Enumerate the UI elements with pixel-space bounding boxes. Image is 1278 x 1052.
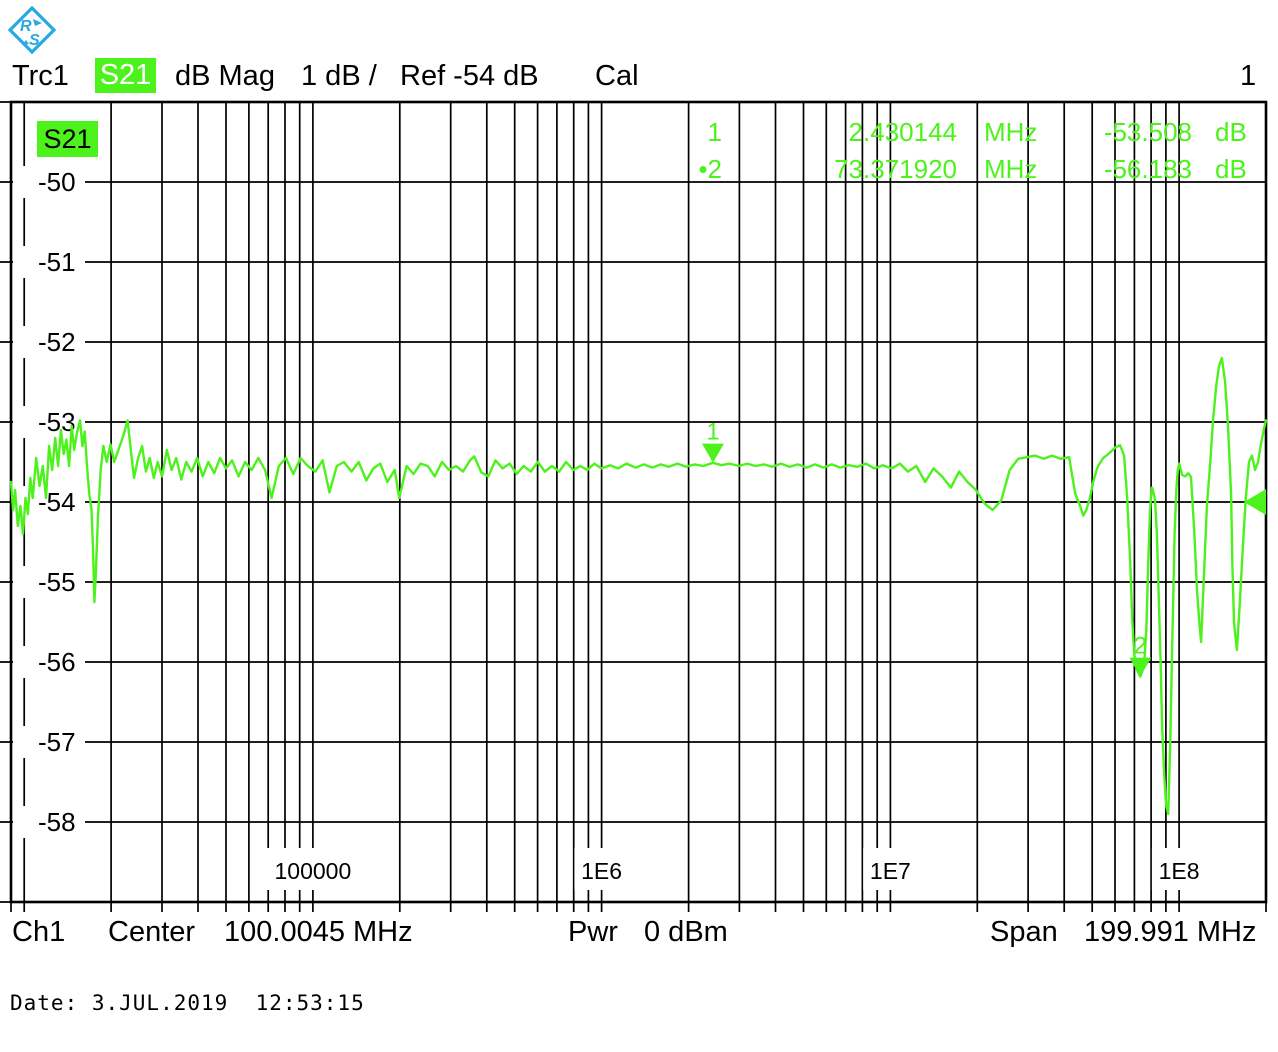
s21-trace	[9, 356, 1268, 816]
power-value[interactable]: 0 dBm	[644, 916, 728, 948]
center-freq-label[interactable]: Center	[108, 916, 196, 948]
marker-2-frequency: 73.371920	[834, 154, 957, 184]
marker-1-symbol-icon[interactable]	[702, 443, 724, 463]
marker-1-number: 1	[707, 117, 722, 147]
marker-2-value-unit: dB	[1215, 154, 1247, 184]
marker-2-frequency-unit: MHz	[984, 154, 1038, 184]
marker-2-symbol-label: 2	[1134, 633, 1147, 660]
marker-1-value: -53.508	[1103, 117, 1192, 147]
trace-label-badge[interactable]: S21	[37, 121, 98, 157]
cal-status-label: Cal	[595, 60, 639, 92]
marker-2-number: •2	[698, 154, 722, 184]
ref-level-arrow-icon[interactable]	[1244, 489, 1266, 515]
y-tick-label: -52	[38, 327, 76, 357]
marker-2-value: -56.183	[1103, 154, 1192, 184]
marker-1-symbol-label: 1	[706, 419, 719, 446]
y-tick-label: -51	[38, 247, 76, 277]
marker-1-value-unit: dB	[1215, 117, 1247, 147]
rs-logo-icon: R S	[7, 5, 57, 55]
x-tick-label: 100000	[275, 858, 352, 884]
y-tick-label: -50	[38, 167, 76, 197]
marker-readout-row-1[interactable]: 1 2.430144 MHz -53.508 dB	[0, 117, 1278, 147]
marker-2-symbol-icon[interactable]	[1129, 657, 1152, 677]
marker-1-frequency-unit: MHz	[984, 117, 1038, 147]
y-tick-label: -56	[38, 647, 76, 677]
x-tick-label: 1E6	[581, 858, 622, 884]
power-label[interactable]: Pwr	[568, 916, 618, 948]
window-number-label: 1	[1240, 60, 1257, 92]
trace-format-label[interactable]: dB Mag	[175, 60, 275, 92]
x-tick-label: 1E7	[870, 858, 911, 884]
center-freq-value[interactable]: 100.0045 MHz	[224, 916, 413, 948]
trace-name-label[interactable]: Trc1	[12, 60, 69, 92]
svg-text:S: S	[29, 32, 40, 49]
channel-label: Ch1	[12, 916, 66, 948]
y-tick-label: -57	[38, 727, 76, 757]
y-tick-label: -55	[38, 567, 76, 597]
marker-readout-row-2[interactable]: •2 73.371920 MHz -56.183 dB	[0, 154, 1278, 184]
marker-1-frequency: 2.430144	[848, 117, 957, 147]
scale-per-div-label[interactable]: 1 dB /	[301, 60, 377, 92]
y-tick-label: -54	[38, 487, 76, 517]
y-tick-label: -58	[38, 807, 76, 837]
svg-text:R: R	[20, 18, 32, 35]
x-tick-label: 1E8	[1159, 858, 1200, 884]
ref-level-label[interactable]: Ref -54 dB	[400, 60, 539, 92]
y-tick-label: -53	[38, 407, 76, 437]
span-value[interactable]: 199.991 MHz	[1084, 916, 1257, 948]
measured-parameter-badge[interactable]: S21	[95, 58, 156, 93]
span-label[interactable]: Span	[990, 916, 1058, 948]
date-stamp: Date: 3.JUL.2019 12:53:15	[10, 991, 365, 1015]
